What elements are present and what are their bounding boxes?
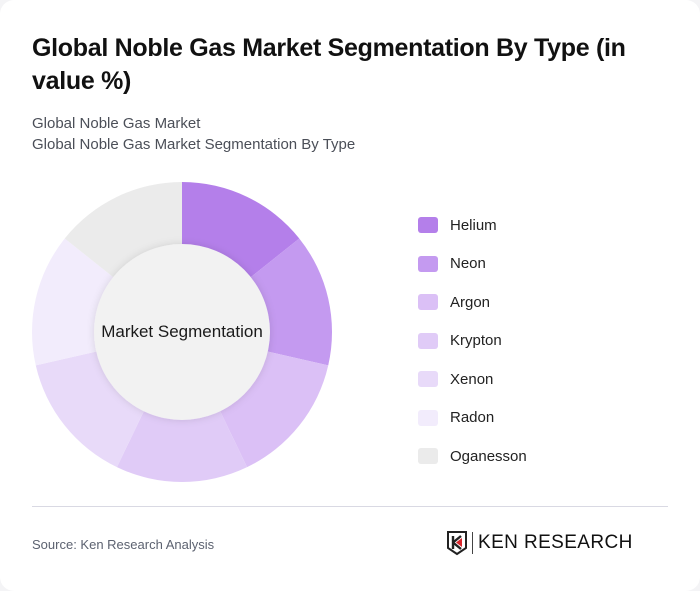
legend-label: Krypton <box>450 332 502 350</box>
legend-label: Helium <box>450 216 497 234</box>
donut-slice-helium[interactable] <box>182 182 300 279</box>
ken-research-logo: KEN RESEARCH <box>446 530 633 556</box>
subtitle-line-1: Global Noble Gas Market <box>32 115 201 132</box>
legend-swatch <box>418 217 438 234</box>
legend-item-helium[interactable]: Helium <box>418 206 527 245</box>
ken-research-logo-icon <box>447 531 467 556</box>
donut-svg <box>32 182 333 482</box>
legend-item-argon[interactable]: Argon <box>418 283 527 322</box>
legend-label: Xenon <box>450 370 494 388</box>
donut-hole <box>94 244 270 420</box>
donut-chart: Market Segmentation <box>30 180 334 484</box>
logo-separator <box>472 532 473 554</box>
chart-title: Global Noble Gas Market Segmentation By … <box>32 34 626 95</box>
legend-label: Radon <box>450 409 495 427</box>
legend-item-oganesson[interactable]: Oganesson <box>418 437 527 476</box>
legend: Helium Neon Argon Krypton Xenon Radon Oganesso… <box>418 206 527 476</box>
legend-item-radon[interactable]: Radon <box>418 399 527 438</box>
legend-label: Oganesson <box>450 447 527 465</box>
legend-swatch <box>418 332 438 349</box>
legend-label: Neon <box>450 255 486 273</box>
donut-slice-oganesson[interactable] <box>64 182 182 279</box>
subtitle-line-2: Global Noble Gas Market Segmentation By … <box>32 136 356 153</box>
legend-label: Argon <box>450 293 491 311</box>
legend-item-neon[interactable]: Neon <box>418 245 527 284</box>
legend-item-krypton[interactable]: Krypton <box>418 322 527 361</box>
footer-divider <box>32 506 668 507</box>
donut-slice-xenon[interactable] <box>35 351 145 468</box>
legend-swatch <box>418 294 438 311</box>
legend-swatch <box>418 371 438 388</box>
legend-swatch <box>418 409 438 426</box>
legend-swatch <box>418 255 438 272</box>
chart-subtitle: Global Noble Gas Market Global Noble Gas… <box>32 113 355 155</box>
legend-swatch <box>418 448 438 465</box>
source-text: Source: Ken Research Analysis <box>32 537 215 552</box>
donut-slice-argon[interactable] <box>219 351 329 468</box>
donut-slice-krypton[interactable] <box>116 409 248 482</box>
legend-item-xenon[interactable]: Xenon <box>418 360 527 399</box>
logo-text: KEN RESEARCH <box>478 532 633 553</box>
